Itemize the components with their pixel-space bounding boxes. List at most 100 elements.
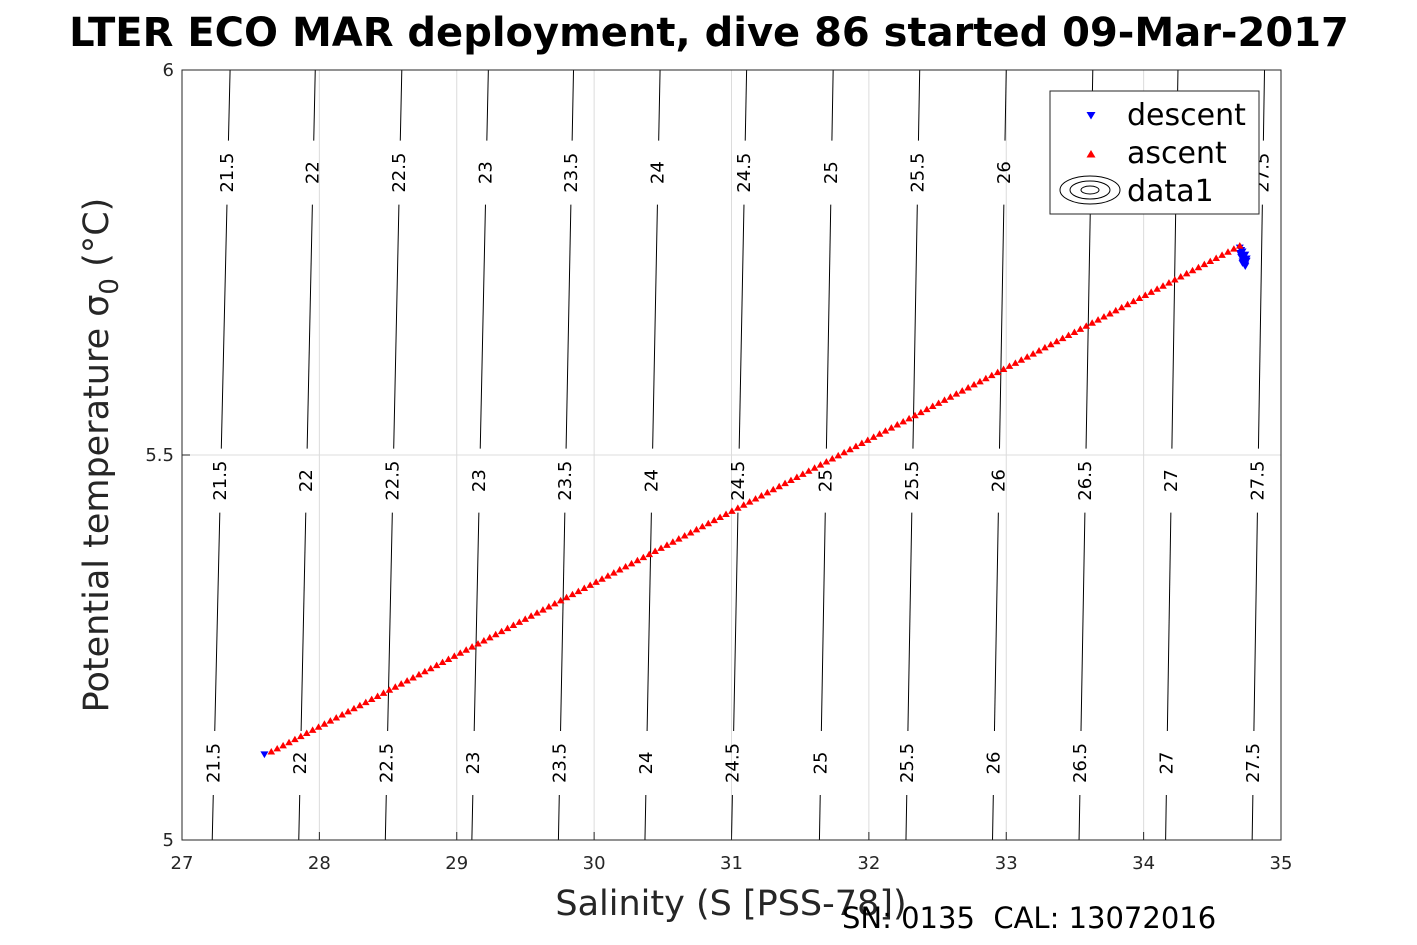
- ascent-point: [804, 467, 813, 474]
- density-contour-line: [571, 69, 575, 141]
- ascent-point: [775, 482, 783, 490]
- ascent-point: [279, 741, 287, 749]
- ascent-point: [615, 566, 624, 573]
- ascent-point: [474, 640, 482, 647]
- x-tick-label: 35: [1270, 853, 1293, 874]
- ascent-point: [610, 569, 618, 576]
- ascent-point: [1224, 248, 1232, 255]
- density-contour-line: [220, 204, 228, 449]
- ascent-point: [982, 374, 990, 382]
- ascent-point: [444, 655, 453, 662]
- ascent-point: [403, 677, 411, 684]
- ascent-point: [781, 479, 789, 487]
- ascent-point: [1230, 245, 1238, 252]
- ascent-point: [1135, 294, 1144, 302]
- ascent-point: [905, 414, 913, 422]
- legend-data1-contour-icon: [1059, 175, 1121, 205]
- x-tick-label: 32: [857, 853, 880, 874]
- ascent-point: [273, 744, 281, 752]
- density-contour-label: 26.5: [1070, 743, 1091, 783]
- ascent-point: [1058, 334, 1067, 342]
- density-contour-label: 23.5: [561, 153, 582, 193]
- ascent-point: [409, 673, 417, 681]
- ascent-point: [680, 532, 689, 539]
- ascent-point: [621, 562, 630, 570]
- ascent-point: [1017, 356, 1026, 363]
- density-contour-line: [300, 512, 307, 732]
- density-contour-label: 24: [642, 469, 663, 492]
- ascent-point: [497, 627, 506, 635]
- ascent-point: [503, 624, 512, 632]
- density-contour-label: 22: [290, 752, 311, 775]
- ascent-point: [934, 399, 943, 406]
- density-contour-line: [644, 794, 647, 841]
- density-contour-label: 24: [648, 161, 669, 184]
- density-contour-line: [820, 512, 826, 732]
- ascent-point: [917, 408, 925, 416]
- density-contour-line: [387, 512, 393, 732]
- descent-point: [1238, 258, 1247, 266]
- ascent-point: [639, 553, 648, 561]
- ascent-point: [314, 723, 323, 730]
- descent-point: [1241, 263, 1250, 270]
- ascent-point: [350, 704, 358, 712]
- ascent-point: [875, 430, 884, 437]
- ascent-point: [385, 686, 394, 693]
- ascent-point: [993, 368, 1002, 376]
- ascent-point: [651, 547, 659, 554]
- legend-data1-label: data1: [1127, 174, 1214, 209]
- ascent-point: [1023, 353, 1031, 360]
- ascent-point: [302, 729, 311, 736]
- ascent-point: [291, 735, 299, 743]
- ascent-point: [592, 578, 600, 585]
- ascent-point: [438, 658, 447, 666]
- ascent-point: [1171, 276, 1179, 283]
- ascent-point: [657, 544, 665, 551]
- ascent-point: [1147, 288, 1156, 295]
- ascent-point: [946, 393, 955, 400]
- ascent-point: [704, 519, 713, 527]
- ascent-point: [562, 593, 571, 601]
- ascent-point: [663, 541, 671, 548]
- density-contour-line: [1257, 204, 1263, 449]
- density-contour-label: 24.5: [723, 743, 744, 783]
- density-contour-line: [818, 794, 821, 841]
- ascent-point: [987, 371, 996, 379]
- x-tick-label: 33: [995, 853, 1018, 874]
- ascent-point: [816, 461, 825, 468]
- density-contour-label: 27.5: [1247, 461, 1268, 501]
- ascent-point: [1176, 272, 1185, 280]
- ascent-point: [976, 377, 984, 385]
- ascent-point: [710, 516, 719, 524]
- ascent-point: [964, 384, 972, 391]
- ascent-point: [751, 495, 760, 502]
- density-contour-line: [1004, 69, 1007, 141]
- x-axis-label: Salinity (S [PSS-78]): [555, 884, 906, 924]
- ascent-point: [840, 448, 848, 456]
- ascent-point: [462, 646, 470, 653]
- ascent-point: [1005, 362, 1014, 369]
- ascent-point: [722, 510, 730, 517]
- density-contour-line: [298, 794, 301, 841]
- ascent-point: [320, 720, 329, 727]
- ascent-point: [1111, 306, 1120, 314]
- density-contour-label: 25.5: [897, 743, 918, 783]
- density-contour-line: [486, 69, 489, 141]
- ascent-point: [379, 689, 388, 696]
- ascent-point: [669, 538, 677, 545]
- ascent-point: [456, 649, 465, 656]
- descent-point: [1242, 255, 1251, 263]
- density-contour-line: [992, 794, 994, 841]
- ascent-point: [450, 652, 459, 659]
- ascent-point: [633, 556, 642, 564]
- ascent-point: [1188, 266, 1197, 274]
- ascent-point: [1200, 260, 1209, 268]
- ascent-point: [869, 433, 878, 440]
- ascent-point: [332, 714, 341, 721]
- ascent-point: [545, 603, 553, 610]
- ascent-point: [881, 427, 890, 434]
- density-contour-line: [557, 794, 560, 841]
- density-contour-line: [993, 512, 999, 732]
- ascent-point: [539, 606, 547, 613]
- x-tick-label: 28: [308, 853, 331, 874]
